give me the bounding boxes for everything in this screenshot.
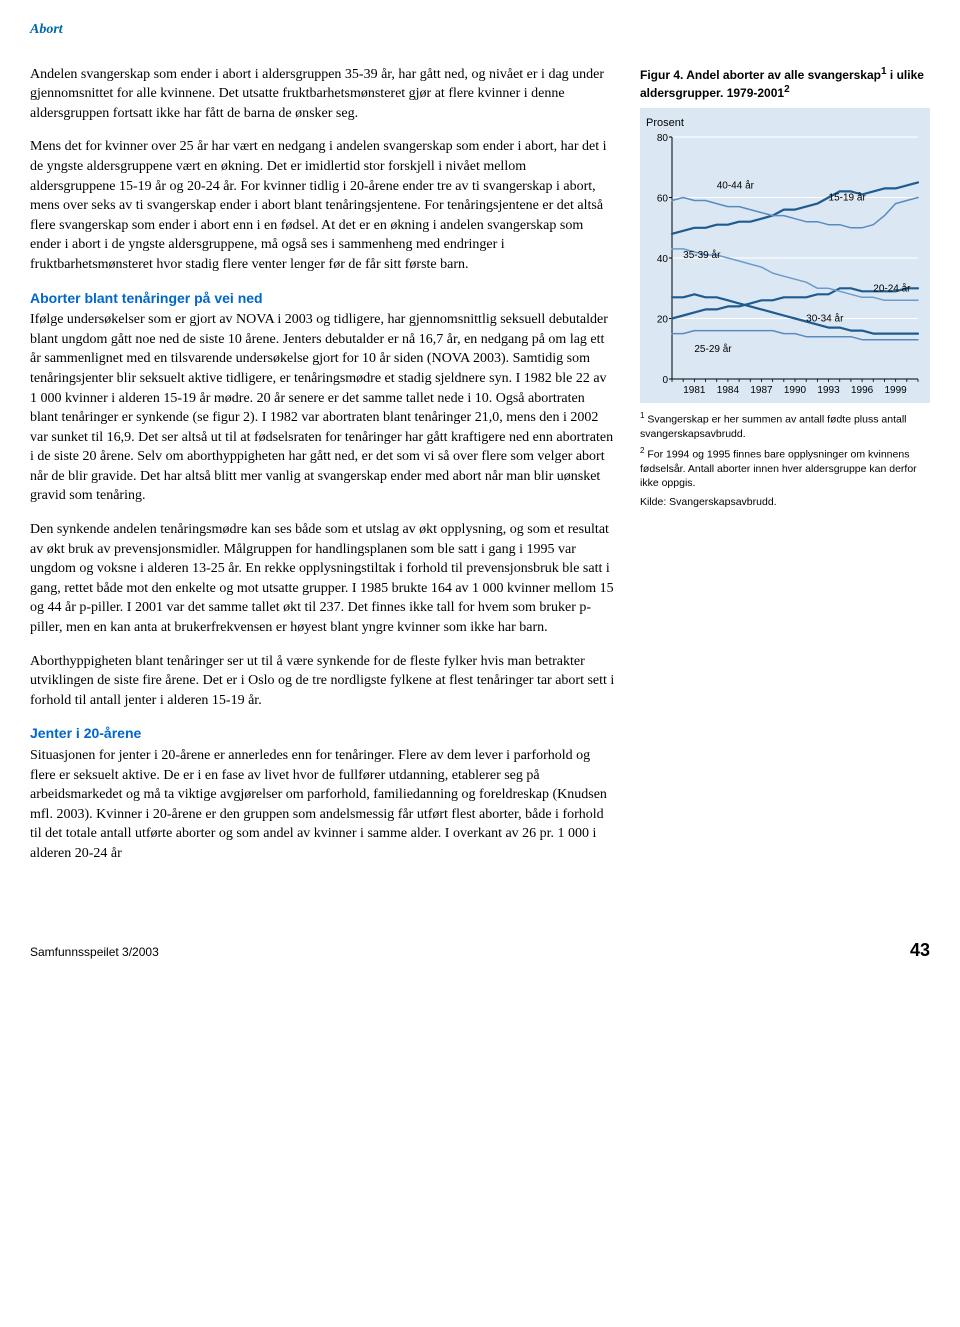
svg-text:20-24 år: 20-24 år [873,282,911,294]
chart-y-axis-label: Prosent [646,116,924,131]
body-paragraph: Den synkende andelen tenåringsmødre kan … [30,520,615,638]
main-column: Andelen svangerskap som ender i abort i … [30,65,615,878]
svg-text:40: 40 [657,254,669,265]
svg-text:0: 0 [662,375,668,386]
svg-text:1987: 1987 [750,385,773,396]
svg-text:1981: 1981 [683,385,706,396]
content-row: Andelen svangerskap som ender i abort i … [30,65,930,878]
svg-text:1984: 1984 [717,385,740,396]
svg-text:35-39 år: 35-39 år [683,249,721,261]
line-chart: 0 20 40 60 80 1981 1984 1987 1990 1993 1996 1999 15-… [646,131,924,401]
body-paragraph: Situasjonen for jenter i 20-årene er ann… [30,746,615,864]
figure-source: Kilde: Svangerskapsavbrudd. [640,495,930,510]
svg-text:20: 20 [657,315,669,326]
body-paragraph: Mens det for kvinner over 25 år har vært… [30,137,615,274]
body-paragraph: Ifølge undersøkelser som er gjort av NOV… [30,310,615,506]
svg-text:1993: 1993 [817,385,840,396]
page-section-header: Abort [30,20,930,40]
svg-text:80: 80 [657,133,669,144]
footer-publication: Samfunnsspeilet 3/2003 [30,944,159,961]
svg-text:1999: 1999 [885,385,908,396]
svg-text:1990: 1990 [784,385,807,396]
figure-caption-prefix: Figur 4. [640,68,686,82]
footnote-text: For 1994 og 1995 finnes bare opplysninge… [640,449,917,489]
svg-text:60: 60 [657,194,669,205]
svg-text:1996: 1996 [851,385,874,396]
figure-caption-sup2: 2 [784,84,790,95]
subhead-jenter: Jenter i 20-årene [30,724,615,744]
figure-footnote-1: 1 Svangerskap er her summen av antall fø… [640,411,930,441]
figure-footnote-2: 2 For 1994 og 1995 finnes bare opplysnin… [640,446,930,490]
chart-container: Prosent 0 20 40 60 80 1981 1984 1987 1990 1993 199… [640,108,930,403]
svg-text:15-19 år: 15-19 år [829,192,867,204]
figure-caption: Figur 4. Andel aborter av alle svangersk… [640,65,930,102]
body-paragraph: Andelen svangerskap som ender i abort i … [30,65,615,124]
svg-text:25-29 år: 25-29 år [694,343,732,355]
subhead-aborter: Aborter blant tenåringer på vei ned [30,289,615,309]
svg-text:30-34 år: 30-34 år [806,313,844,325]
figure-caption-text: Andel aborter av alle svangerskap [686,68,881,82]
footer-page-number: 43 [910,938,930,963]
svg-text:40-44 år: 40-44 år [717,180,755,192]
page-footer: Samfunnsspeilet 3/2003 43 [30,938,930,963]
figure-column: Figur 4. Andel aborter av alle svangersk… [640,65,930,878]
body-paragraph: Aborthyppigheten blant tenåringer ser ut… [30,652,615,711]
footnote-text: Svangerskap er her summen av antall født… [640,414,907,440]
